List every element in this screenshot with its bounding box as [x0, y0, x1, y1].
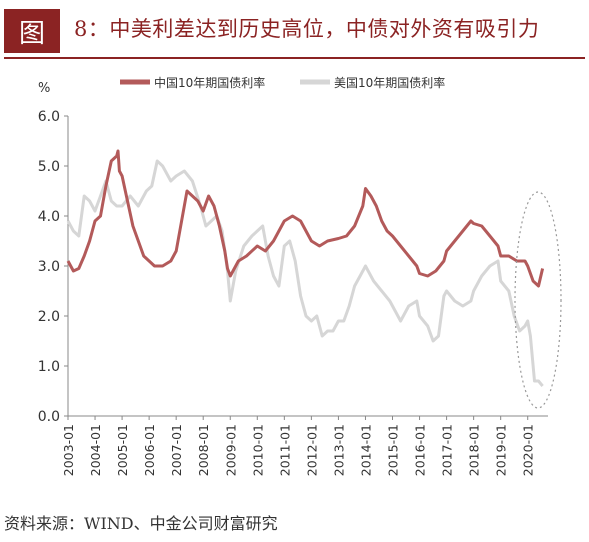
y-tick-label: 6.0 — [38, 109, 60, 125]
y-tick-label: 1.0 — [38, 359, 60, 375]
x-tick-label: 2010-01 — [250, 424, 265, 476]
x-tick-label: 2004-01 — [88, 424, 103, 476]
figure-label: 图 — [4, 9, 60, 53]
x-tick-label: 2005-01 — [115, 424, 130, 476]
title-divider — [4, 57, 585, 59]
line-chart: 中国10年期国债利率 美国10年期国债利率 % 0.0 1.0 2.0 3.0 4.0 5… — [38, 75, 562, 476]
x-tick-label: 2015-01 — [386, 424, 401, 476]
y-tick-label: 4.0 — [38, 209, 60, 225]
figure-title: 8：中美利差达到历史高位，中债对外资有吸引力 — [74, 17, 540, 41]
legend: 中国10年期国债利率 美国10年期国债利率 — [120, 75, 445, 90]
y-axis-unit: % — [38, 81, 50, 96]
y-tick-label: 3.0 — [38, 259, 60, 275]
series-line-china — [66, 149, 545, 288]
x-tick-label: 2007-01 — [169, 424, 184, 476]
legend-label-us: 美国10年期国债利率 — [334, 75, 445, 90]
x-tick-label: 2014-01 — [358, 424, 373, 476]
axes: 0.0 1.0 2.0 3.0 4.0 5.0 6.0 2003-01 2004-01 2005-… — [38, 109, 548, 476]
source-note: 资料来源：WIND、中金公司财富研究 — [4, 514, 278, 533]
y-tick-label: 0.0 — [38, 409, 60, 425]
x-tick-label: 2013-01 — [331, 424, 346, 476]
figure-header: 图 8：中美利差达到历史高位，中债对外资有吸引力 — [0, 0, 589, 62]
x-tick-label: 2009-01 — [223, 424, 238, 476]
highlight-ellipse — [514, 191, 562, 409]
x-tick-label: 2019-01 — [494, 424, 509, 476]
x-tick-label: 2003-01 — [61, 424, 76, 476]
legend-label-china: 中国10年期国债利率 — [154, 75, 265, 90]
x-tick-label: 2016-01 — [413, 424, 428, 476]
y-tick-label: 2.0 — [38, 309, 60, 325]
x-tick-label: 2018-01 — [467, 424, 482, 476]
series-group — [66, 149, 545, 387]
x-tick-label: 2011-01 — [277, 424, 292, 476]
y-tick-label: 5.0 — [38, 159, 60, 175]
series-line-us — [66, 159, 544, 387]
x-tick-label: 2020-01 — [521, 424, 536, 476]
x-tick-label: 2006-01 — [142, 424, 157, 476]
x-tick-label: 2017-01 — [440, 424, 455, 476]
x-tick-label: 2008-01 — [196, 424, 211, 476]
x-tick-label: 2012-01 — [304, 424, 319, 476]
